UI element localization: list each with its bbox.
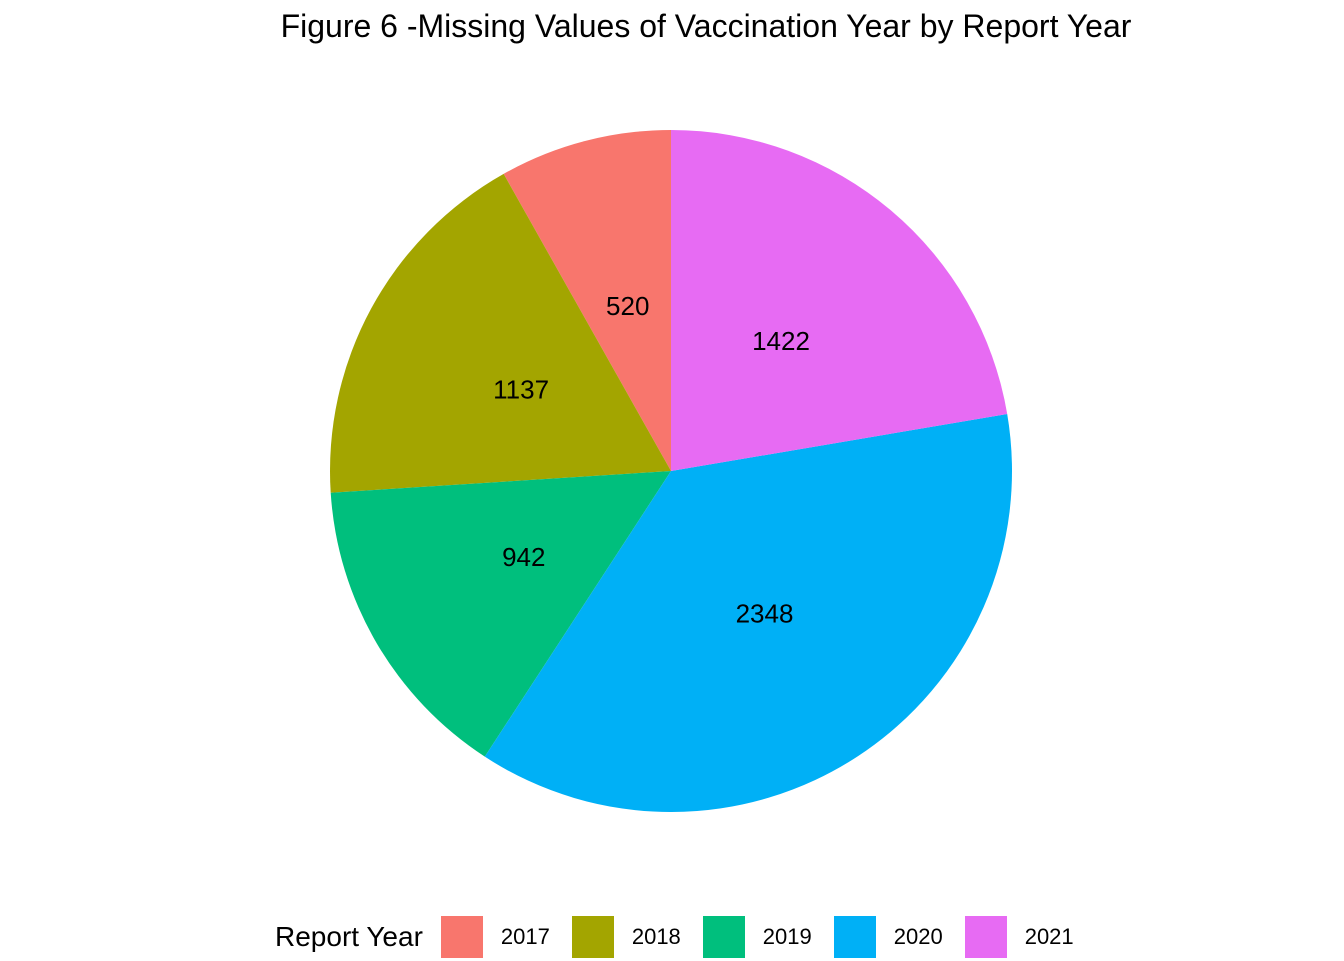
legend-label-2021: 2021: [1024, 924, 1074, 949]
slice-label-2021: 1422: [752, 326, 810, 356]
legend-label-2017: 2017: [500, 924, 550, 949]
slice-label-2018: 1137: [493, 375, 549, 405]
pie-slice-labels: 520 1137 942 2348 1422: [493, 291, 810, 628]
pie-slice-2017: [503, 130, 671, 471]
legend-label-2020: 2020: [893, 924, 943, 949]
pie-slice-2018: [330, 173, 671, 493]
slice-label-2019: 942: [502, 542, 545, 572]
legend-swatch-2019: [702, 916, 745, 958]
legend-item-2020: 2020: [833, 916, 943, 958]
pie-slices: [330, 130, 1012, 812]
legend-swatch-2020: [833, 916, 876, 958]
slice-label-2020: 2348: [736, 599, 794, 629]
legend-item-2017: 2017: [440, 916, 550, 958]
chart-title: Figure 6 -Missing Values of Vaccination …: [280, 8, 1132, 44]
legend-swatch-2017: [440, 916, 483, 958]
legend-items: 2017 2018 2019 2020 2021: [440, 916, 1096, 958]
legend-item-2018: 2018: [571, 916, 681, 958]
slice-label-2017: 520: [606, 291, 649, 321]
legend-swatch-2018: [571, 916, 614, 958]
pie-slice-2021: [671, 130, 1008, 471]
legend-label-2018: 2018: [631, 924, 681, 949]
pie-slice-2020: [484, 413, 1012, 812]
legend-title: Report Year: [275, 921, 423, 952]
legend-label-2019: 2019: [762, 924, 812, 949]
legend-item-2021: 2021: [964, 916, 1074, 958]
legend: Report Year 2017 2018 2019 2020 2021: [275, 913, 1096, 961]
legend-swatch-2021: [964, 916, 1007, 958]
pie-slice-2019: [330, 471, 671, 757]
legend-item-2019: 2019: [702, 916, 812, 958]
pie-chart: 520 1137 942 2348 1422: [330, 130, 1012, 812]
